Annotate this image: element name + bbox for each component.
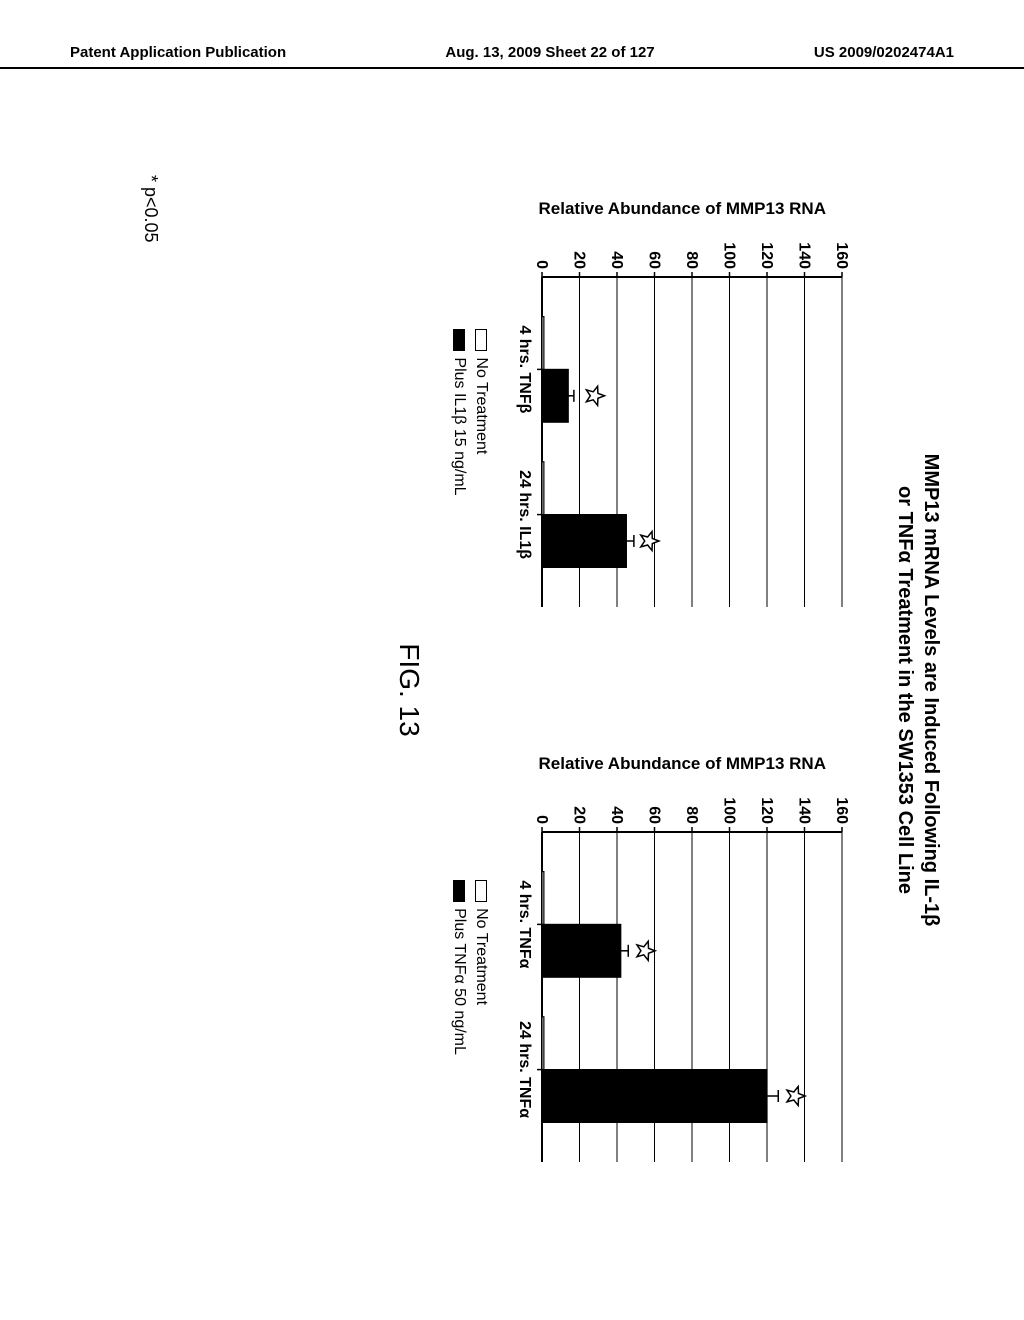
svg-text:160: 160 [833,797,850,824]
svg-text:100: 100 [721,797,738,824]
chart-left-block: Relative Abundance of MMP13 RNA 0 20 40 60 8… [450,199,862,627]
title-line-1: MMP13 mRNA Levels are Induced Following … [918,120,944,1260]
chart-right-svg: 0 20 40 60 80 100 120 140 160 4 hrs. TNFα 24 hrs. … [502,782,862,1182]
svg-text:0: 0 [533,815,550,824]
svg-text:40: 40 [608,251,625,269]
y-axis-label-left: Relative Abundance of MMP13 RNA [538,199,825,219]
legend-label: Plus IL1β 15 ng/mL [450,357,468,495]
svg-text:60: 60 [646,251,663,269]
svg-text:20: 20 [571,806,588,824]
legend-label: Plus TNFα 50 ng/mL [450,908,468,1055]
svg-text:20: 20 [571,251,588,269]
header-center: Aug. 13, 2009 Sheet 22 of 127 [445,44,654,61]
svg-text:24 hrs. IL1β: 24 hrs. IL1β [516,470,533,559]
legend-right-row-0: No Treatment [472,880,490,1005]
rotated-figure-container: MMP13 mRNA Levels are Induced Following … [70,120,954,1260]
svg-text:4 hrs. TNFα: 4 hrs. TNFα [516,880,533,968]
legend-swatch-icon [453,329,465,351]
legend-left-row-0: No Treatment [472,329,490,454]
legend-label: No Treatment [472,908,490,1005]
svg-text:4 hrs. TNFβ: 4 hrs. TNFβ [516,325,533,413]
figure-content: MMP13 mRNA Levels are Induced Following … [70,120,954,1260]
svg-text:40: 40 [608,806,625,824]
y-axis-label-right: Relative Abundance of MMP13 RNA [538,754,825,774]
svg-text:80: 80 [683,806,700,824]
page-header: Patent Application Publication Aug. 13, … [0,44,1024,69]
svg-text:120: 120 [758,797,775,824]
svg-text:100: 100 [721,242,738,269]
svg-text:80: 80 [683,251,700,269]
svg-text:24 hrs. TNFα: 24 hrs. TNFα [516,1021,533,1118]
svg-text:120: 120 [758,242,775,269]
legend-right: No Treatment Plus TNFα 50 ng/mL [450,880,490,1055]
charts-row: Relative Abundance of MMP13 RNA 0 20 40 60 8… [450,120,862,1260]
chart-left-svg: 0 20 40 60 80 100 120 140 160 4 hrs. TNFβ 24 hrs. … [502,227,862,627]
chart-right-block: Relative Abundance of MMP13 RNA 0 20 40 60 8… [450,754,862,1182]
header-right: US 2009/0202474A1 [814,44,954,61]
header-left: Patent Application Publication [70,44,286,61]
svg-text:140: 140 [796,242,813,269]
legend-swatch-icon [475,880,487,902]
legend-left: No Treatment Plus IL1β 15 ng/mL [450,329,490,495]
svg-text:140: 140 [796,797,813,824]
legend-label: No Treatment [472,357,490,454]
chart-right-area: Relative Abundance of MMP13 RNA 0 20 40 60 8… [502,754,862,1182]
svg-text:60: 60 [646,806,663,824]
legend-left-row-1: Plus IL1β 15 ng/mL [450,329,468,495]
legend-swatch-icon [475,329,487,351]
p-value-note: * p<0.05 [140,175,161,243]
title-line-2: or TNFα Treatment in the SW1353 Cell Lin… [892,120,918,1260]
svg-text:0: 0 [533,260,550,269]
svg-text:160: 160 [833,242,850,269]
chart-left-area: Relative Abundance of MMP13 RNA 0 20 40 60 8… [502,199,862,627]
figure-title: MMP13 mRNA Levels are Induced Following … [892,120,944,1260]
legend-swatch-icon [453,880,465,902]
figure-caption: FIG. 13 [393,120,425,1260]
legend-right-row-1: Plus TNFα 50 ng/mL [450,880,468,1055]
